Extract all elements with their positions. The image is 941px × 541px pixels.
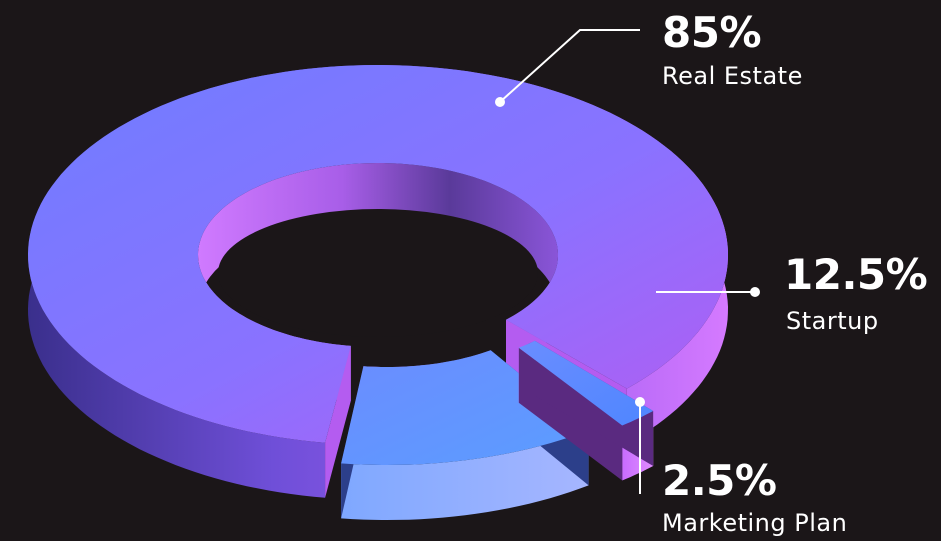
real-estate-leader-dot <box>495 97 505 107</box>
real-estate-top-face <box>28 65 728 443</box>
marketing-plan-slice <box>518 340 654 481</box>
real-estate-leader-line <box>499 29 640 103</box>
startup-top-face <box>341 350 589 465</box>
marketing-plan-percent: 2.5% <box>662 456 777 505</box>
startup-slice <box>341 350 589 520</box>
real-estate-label: Real Estate <box>662 62 803 90</box>
real-estate-percent: 85% <box>662 8 762 57</box>
marketing-plan-top-face <box>518 340 654 426</box>
startup-label: Startup <box>786 307 879 335</box>
startup-outer-wall <box>341 430 589 520</box>
marketing-plan-leader-dot <box>635 397 645 407</box>
startup-leader-dot <box>750 287 760 297</box>
donut-hole <box>218 209 538 337</box>
real-estate-cut-face-1 <box>325 345 351 498</box>
marketing-plan-label: Marketing Plan <box>662 509 848 537</box>
startup-percent: 12.5% <box>784 250 928 299</box>
